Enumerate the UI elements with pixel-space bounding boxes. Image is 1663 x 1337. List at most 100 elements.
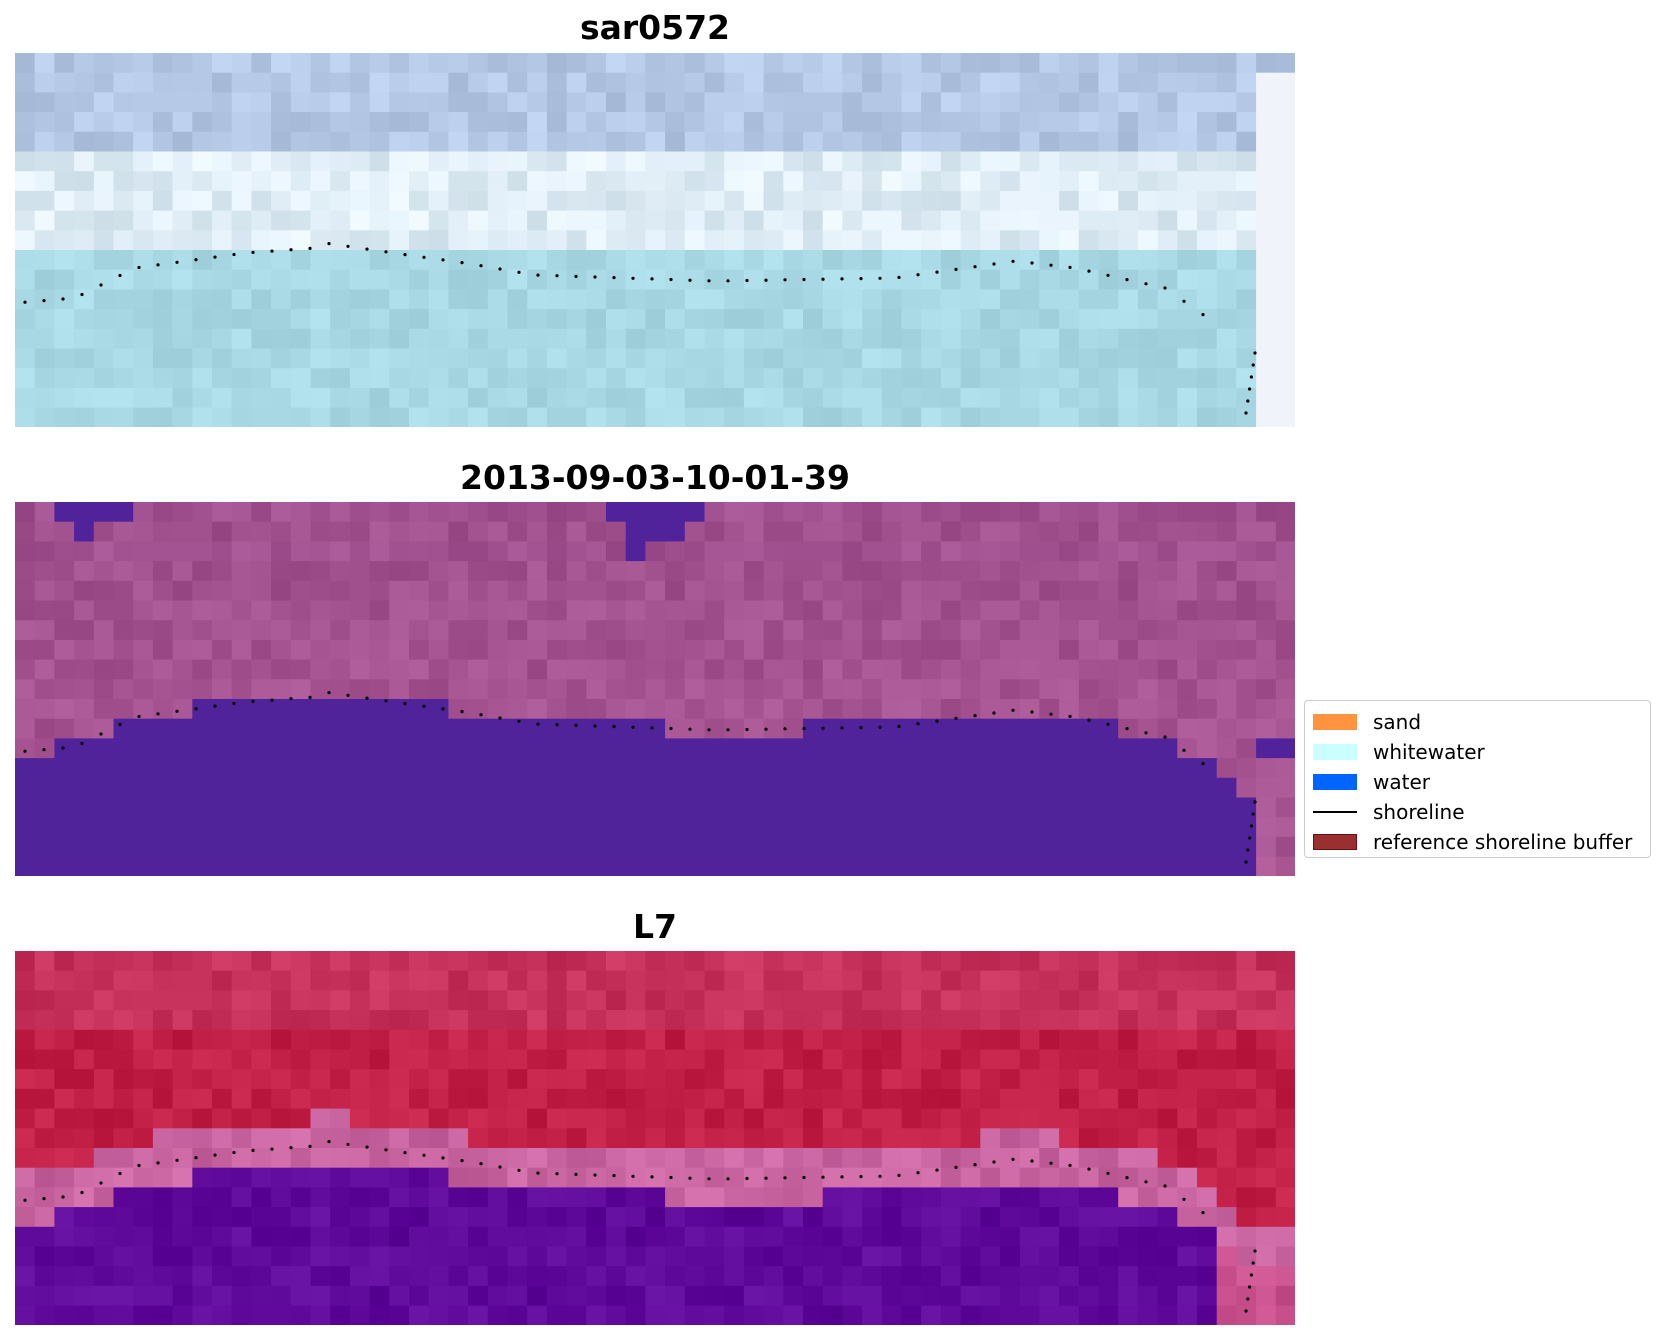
pixel-cell: [448, 190, 469, 212]
pixel-cell: [822, 600, 843, 621]
pixel-cell: [389, 1187, 410, 1208]
pixel-cell: [487, 72, 509, 93]
pixel-cell: [507, 112, 528, 133]
pixel-cell: [507, 1285, 528, 1307]
pixel-cell: [724, 1029, 745, 1051]
shoreline-point: [1087, 718, 1091, 722]
pixel-cell: [606, 1128, 627, 1149]
pixel-cell: [940, 1167, 962, 1188]
pixel-cell: [448, 620, 469, 641]
pixel-cell: [1216, 1049, 1237, 1070]
pixel-cell: [743, 151, 765, 172]
pixel-cell: [1000, 1246, 1021, 1267]
pixel-cell: [74, 758, 95, 779]
pixel-cell: [724, 269, 745, 290]
pixel-cell: [310, 758, 331, 779]
pixel-cell: [369, 817, 390, 838]
pixel-cell: [606, 131, 627, 153]
pixel-cell: [1137, 151, 1159, 172]
pixel-cell: [901, 250, 922, 271]
pixel-cell: [34, 151, 55, 172]
shoreline-point: [536, 273, 540, 277]
pixel-cell: [901, 990, 922, 1011]
pixel-cell: [468, 1207, 489, 1228]
pixel-cell: [1236, 1029, 1257, 1051]
pixel-cell: [527, 1246, 548, 1267]
pixel-cell: [172, 659, 193, 680]
pixel-cell: [566, 639, 587, 661]
pixel-cell: [704, 639, 725, 661]
pixel-cell: [330, 817, 351, 838]
pixel-cell: [1137, 639, 1159, 661]
pixel-cell: [1019, 250, 1040, 271]
pixel-cell: [586, 92, 607, 113]
shoreline-point: [574, 274, 578, 278]
shoreline-point: [42, 1197, 46, 1201]
pixel-cell: [586, 659, 607, 680]
pixel-cell: [34, 328, 55, 350]
pixel-cell: [803, 348, 824, 369]
pixel-cell: [1019, 1088, 1040, 1110]
pixel-cell: [566, 348, 587, 369]
pixel-cell: [822, 620, 843, 641]
pixel-cell: [881, 72, 903, 93]
pixel-cell: [1256, 1108, 1277, 1129]
pixel-cell: [1039, 856, 1060, 876]
pixel-cell: [586, 368, 607, 389]
pixel-cell: [783, 659, 804, 680]
pixel-cell: [960, 679, 981, 700]
pixel-cell: [881, 777, 903, 799]
pixel-cell: [1059, 151, 1080, 172]
pixel-cell: [389, 1266, 410, 1287]
pixel-cell: [330, 250, 351, 271]
pixel-cell: [704, 328, 725, 350]
pixel-cell: [1137, 53, 1159, 74]
pixel-cell: [93, 72, 115, 93]
pixel-cell: [724, 1187, 745, 1208]
pixel-cell: [527, 561, 548, 582]
pixel-cell: [1275, 1049, 1295, 1070]
pixel-cell: [330, 541, 351, 562]
pixel-cell: [507, 1266, 528, 1287]
pixel-cell: [1137, 1108, 1159, 1129]
pixel-cell: [724, 92, 745, 113]
pixel-cell: [724, 817, 745, 838]
pixel-cell: [468, 699, 489, 720]
pixel-cell: [586, 620, 607, 641]
pixel-cell: [487, 541, 509, 562]
pixel-cell: [271, 210, 292, 231]
pixel-cell: [172, 368, 193, 389]
pixel-cell: [803, 151, 824, 172]
pixel-cell: [428, 1069, 449, 1090]
pixel-cell: [428, 639, 449, 661]
pixel-cell: [940, 1049, 962, 1070]
pixel-cell: [1019, 951, 1040, 972]
pixel-cell: [487, 1010, 509, 1031]
pixel-cell: [586, 269, 607, 290]
pixel-cell: [172, 1049, 193, 1070]
pixel-cell: [1157, 1010, 1178, 1031]
pixel-cell: [940, 777, 962, 799]
pixel-cell: [212, 1266, 233, 1287]
pixel-cell: [349, 1010, 371, 1031]
pixel-cell: [231, 738, 252, 759]
pixel-cell: [606, 561, 627, 582]
pixel-cell: [665, 269, 686, 290]
pixel-cell: [212, 387, 233, 409]
pixel-cell: [507, 970, 528, 991]
pixel-cell: [1177, 758, 1198, 779]
pixel-cell: [448, 777, 469, 799]
pixel-cell: [54, 1069, 75, 1090]
pixel-cell: [271, 368, 292, 389]
pixel-cell: [349, 269, 371, 290]
pixel-cell: [763, 817, 784, 838]
pixel-cell: [1098, 620, 1119, 641]
pixel-cell: [980, 368, 1001, 389]
pixel-cell: [172, 348, 193, 369]
pixel-cell: [34, 659, 55, 680]
pixel-cell: [1157, 521, 1178, 542]
pixel-cell: [1059, 72, 1080, 93]
pixel-cell: [921, 970, 942, 991]
pixel-cell: [783, 53, 804, 74]
pixel-cell: [586, 131, 607, 153]
